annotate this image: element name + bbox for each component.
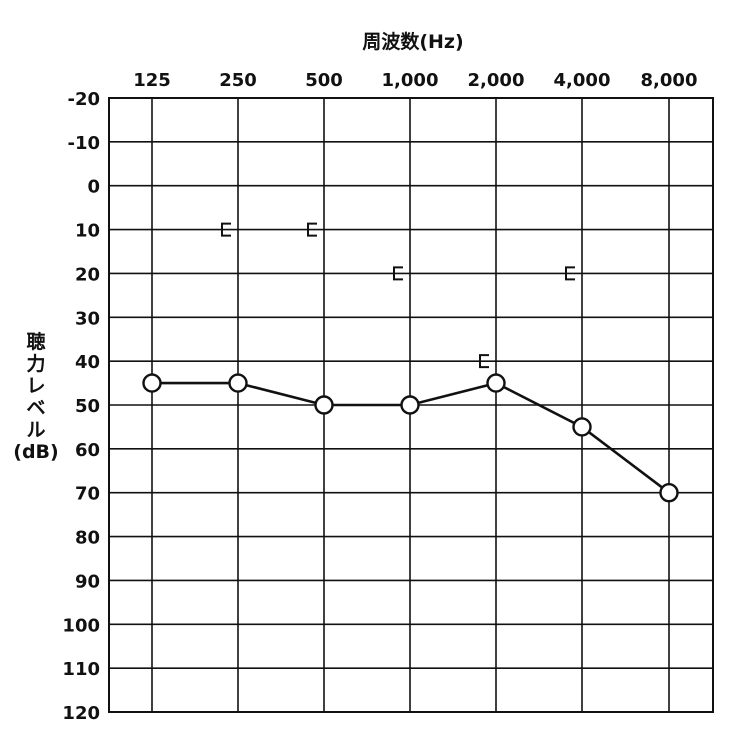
y-tick-label: 70 — [75, 484, 100, 505]
data-point-bracket — [479, 354, 489, 369]
y-axis-title-part: レ — [26, 375, 45, 397]
y-axis-title-part: ベ — [26, 397, 45, 419]
y-axis-title-part: (dB) — [13, 441, 58, 463]
y-tick-label: 110 — [62, 659, 100, 680]
data-point-circle — [486, 373, 506, 393]
data-point-bracket — [221, 222, 231, 237]
x-tick-label: 2,000 — [468, 70, 525, 91]
data-point-circle — [142, 373, 162, 393]
y-axis-title-part: 力 — [26, 352, 45, 375]
x-tick-label: 4,000 — [554, 70, 611, 91]
x-tick-label: 250 — [219, 70, 257, 91]
x-axis-title: 周波数(Hz) — [362, 30, 463, 53]
y-tick-label: 20 — [75, 264, 100, 285]
data-point-circle — [314, 395, 334, 415]
y-tick-label: -10 — [67, 133, 100, 154]
y-tick-label: 30 — [75, 308, 100, 329]
y-tick-label: 100 — [62, 615, 100, 636]
data-point-bracket — [393, 266, 403, 281]
y-tick-label: 120 — [62, 703, 100, 724]
data-point-bracket — [307, 222, 317, 237]
y-tick-label: 0 — [87, 177, 100, 198]
x-tick-label: 8,000 — [641, 70, 698, 91]
data-point-circle — [228, 373, 248, 393]
y-tick-label: 50 — [75, 396, 100, 417]
y-axis-title-part: ル — [26, 419, 45, 441]
y-tick-label: 60 — [75, 440, 100, 461]
x-tick-label: 1,000 — [382, 70, 439, 91]
data-point-circle — [572, 417, 592, 437]
x-tick-labels: 125 250 500 1,000 2,000 4,000 8,000 — [133, 70, 697, 91]
y-tick-label: 40 — [75, 352, 100, 373]
data-point-circle — [659, 483, 679, 503]
x-tick-label: 500 — [305, 70, 343, 91]
data-point-circle — [400, 395, 420, 415]
y-tick-label: 80 — [75, 528, 100, 549]
x-tick-label: 125 — [133, 70, 171, 91]
y-tick-label: 90 — [75, 571, 100, 592]
data-point-bracket — [565, 266, 575, 281]
y-tick-label: 10 — [75, 221, 100, 242]
y-axis-title-part: 聴 — [26, 331, 45, 353]
y-tick-label: -20 — [67, 89, 100, 110]
series-layer — [142, 222, 679, 503]
plot-frame — [108, 97, 714, 713]
y-tick-labels: -20 -10 0 10 20 30 40 50 60 70 80 90 100 110 120 — [62, 89, 100, 724]
